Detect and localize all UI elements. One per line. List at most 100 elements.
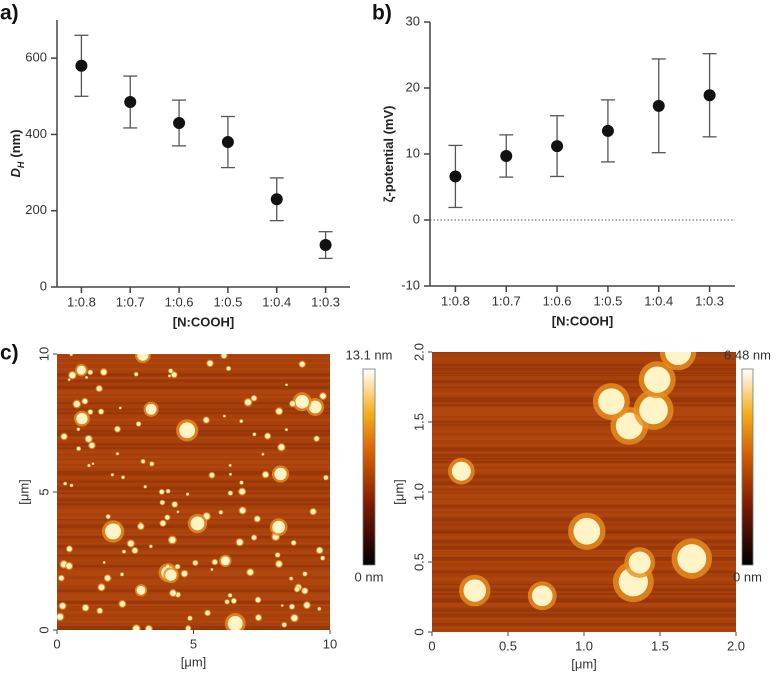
particle: [228, 491, 233, 496]
particle: [91, 462, 94, 465]
image-stripe: [432, 430, 736, 433]
particle: [281, 604, 284, 607]
particle: [251, 395, 257, 401]
particle: [145, 403, 157, 415]
particle: [299, 361, 305, 367]
image-stripe: [57, 509, 330, 514]
particle: [133, 625, 140, 630]
image-stripe: [57, 554, 330, 557]
x-tick-label: 1:0.8: [67, 294, 96, 309]
image-stripe: [432, 372, 736, 374]
particle: [186, 492, 189, 496]
image-stripe: [432, 494, 736, 499]
y-tick-label: 0: [411, 628, 426, 635]
x-axis-label: [μm]: [571, 656, 597, 671]
particle: [463, 579, 487, 602]
image-stripe: [57, 418, 330, 422]
image-stripe: [57, 402, 330, 405]
image-stripe: [432, 552, 736, 555]
particle: [121, 475, 125, 479]
x-tick-label: 1:0.7: [116, 294, 145, 309]
particle: [69, 372, 76, 379]
image-stripe: [57, 492, 330, 494]
particle: [136, 421, 141, 426]
particle: [179, 422, 196, 439]
image-stripe: [57, 390, 330, 395]
image-stripe: [57, 567, 330, 569]
image-stripe: [57, 443, 330, 446]
image-stripe: [57, 597, 330, 601]
data-point: [173, 116, 186, 129]
particle: [239, 419, 243, 423]
image-stripe: [432, 600, 736, 603]
particle: [644, 366, 671, 393]
image-stripe: [432, 630, 736, 632]
image-stripe: [432, 417, 736, 422]
y-tick-label: -10: [401, 277, 420, 292]
particle: [87, 464, 91, 467]
particle: [244, 399, 252, 406]
particle: [598, 388, 625, 415]
particle: [285, 428, 288, 431]
particle: [145, 626, 152, 630]
image-stripe: [432, 549, 736, 552]
x-tick-label: 1.0: [575, 638, 593, 653]
particle: [316, 547, 323, 554]
panel-label: c): [0, 342, 19, 365]
particle: [239, 488, 246, 495]
particle: [143, 485, 147, 489]
particle: [76, 446, 81, 451]
particle: [76, 365, 86, 375]
particle: [67, 378, 71, 381]
image-stripe: [432, 483, 736, 485]
particle: [160, 520, 166, 526]
image-stripe: [432, 458, 736, 460]
y-tick-label: 400: [25, 126, 47, 141]
image-stripe: [432, 474, 736, 479]
particle: [276, 561, 282, 567]
particle: [160, 500, 165, 505]
y-axis-label-part: D: [8, 168, 23, 178]
colorbar-max-label: 6.48 nm: [724, 347, 771, 362]
image-stripe: [57, 408, 330, 411]
particle: [239, 480, 244, 485]
image-stripe: [432, 454, 736, 457]
particle: [677, 544, 707, 574]
particle: [61, 433, 67, 440]
particle: [188, 616, 192, 621]
image-stripe: [57, 617, 330, 620]
particle: [531, 585, 553, 607]
image-stripe: [432, 500, 736, 505]
particle: [169, 536, 176, 544]
image-stripe: [57, 583, 330, 585]
image-stripe: [57, 376, 330, 381]
image-stripe: [57, 498, 330, 502]
particle: [88, 409, 93, 415]
y-axis-label: ζ-potential (mV): [381, 106, 396, 203]
particle: [304, 602, 310, 608]
colorbar: [741, 368, 754, 566]
particle: [290, 401, 296, 407]
image-stripe: [432, 598, 736, 602]
particle: [58, 575, 64, 581]
data-point: [703, 89, 716, 102]
particle: [114, 426, 120, 432]
x-axis-label: [μm]: [181, 654, 207, 669]
image-stripe: [57, 357, 330, 360]
particle: [261, 453, 265, 456]
panel-label: b): [372, 2, 392, 25]
particle: [175, 564, 180, 569]
image-stripe: [57, 362, 330, 365]
particle: [76, 412, 88, 425]
particle: [220, 556, 230, 566]
x-tick-label: 1.5: [651, 638, 669, 653]
y-tick-label: 10: [406, 145, 420, 160]
afm-image: [432, 352, 736, 632]
data-point: [319, 239, 332, 252]
particle: [239, 507, 246, 514]
particle: [127, 540, 134, 547]
image-stripe: [57, 471, 330, 476]
x-tick-label: 1:0.5: [593, 293, 622, 308]
particle: [104, 575, 111, 581]
image-stripe: [432, 570, 736, 574]
